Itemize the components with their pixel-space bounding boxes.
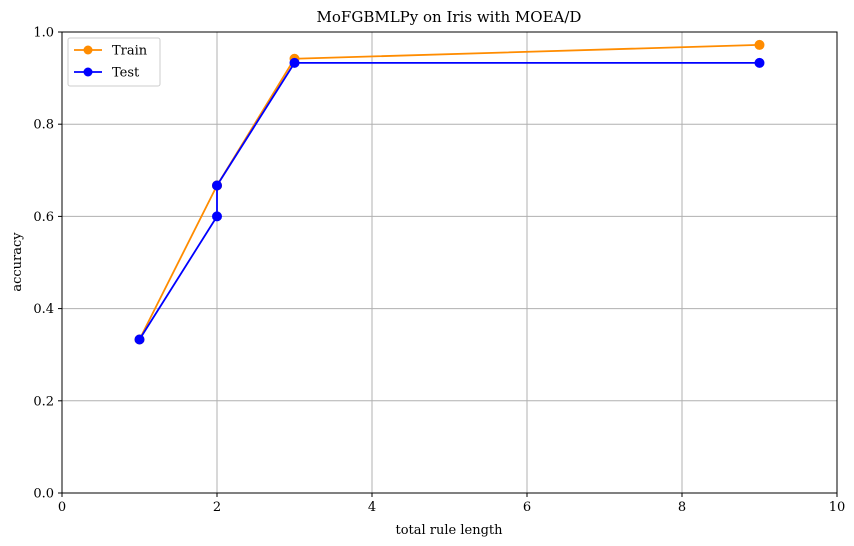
test-point <box>754 57 765 68</box>
legend-marker <box>83 45 93 55</box>
legend: Train Test <box>67 37 161 87</box>
test-point <box>212 211 222 222</box>
legend-marker <box>83 67 93 77</box>
legend-label: Test <box>112 66 140 81</box>
y-tick-label: 0.6 <box>33 210 54 225</box>
y-tick-label: 0.4 <box>33 302 54 317</box>
x-tick-label: 8 <box>678 500 686 515</box>
y-axis-label: accuracy <box>10 232 25 292</box>
legend-item-train: Train <box>74 44 148 59</box>
test-point <box>134 334 145 345</box>
y-axis: 0.0 0.2 0.4 0.6 0.8 1.0 <box>33 26 62 502</box>
y-tick-label: 0.8 <box>33 118 54 133</box>
test-line <box>138 61 760 340</box>
train-line <box>138 44 760 340</box>
chart-title: MoFGBMLPy on Iris with MOEA/D <box>317 8 582 26</box>
y-tick-label: 1.0 <box>33 26 54 41</box>
test-point <box>289 57 300 68</box>
x-axis-label: total rule length <box>395 523 503 538</box>
x-tick-label: 4 <box>368 500 376 515</box>
train-point <box>754 39 765 50</box>
plot-area <box>61 31 838 494</box>
y-tick-label: 0.0 <box>33 487 54 502</box>
series-train <box>134 39 765 345</box>
legend-label: Train <box>112 44 148 59</box>
test-point <box>212 180 222 191</box>
series-test <box>134 57 765 345</box>
y-tick-label: 0.2 <box>33 394 54 409</box>
x-tick-label: 0 <box>58 500 66 515</box>
x-tick-label: 6 <box>523 500 531 515</box>
x-axis: 0 2 4 6 8 10 <box>58 493 845 515</box>
series-layer <box>134 39 765 345</box>
x-tick-label: 10 <box>829 500 846 515</box>
x-tick-label: 2 <box>213 500 221 515</box>
legend-item-test: Test <box>74 66 140 81</box>
